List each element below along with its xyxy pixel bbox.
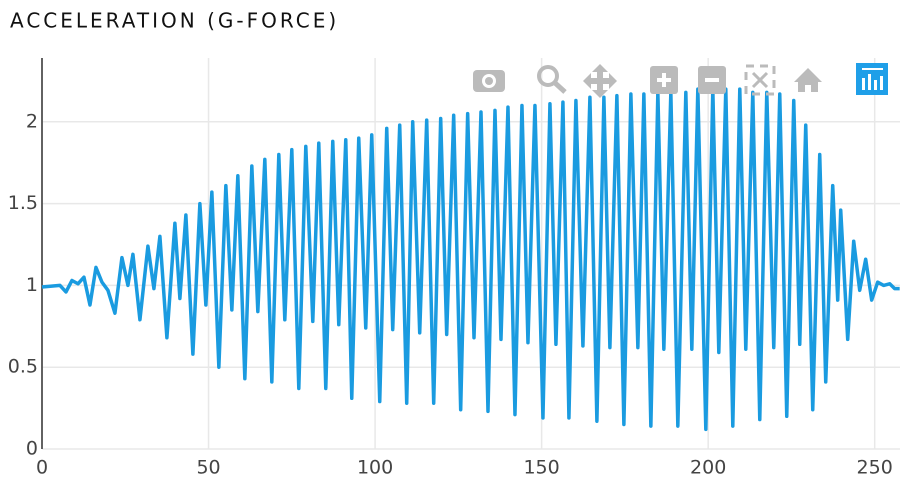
autoscale-button[interactable] <box>744 64 776 96</box>
zoom-in-button[interactable] <box>650 66 678 94</box>
y-tick-label: 2 <box>26 110 38 132</box>
pan-button[interactable] <box>583 64 617 98</box>
reset-button[interactable] <box>794 68 822 92</box>
zoom-out-button[interactable] <box>698 66 726 94</box>
x-tick-label: 0 <box>36 457 48 479</box>
y-tick-label: 1 <box>26 274 38 296</box>
x-tick-label: 150 <box>523 457 559 479</box>
x-tick-label: 100 <box>357 457 393 479</box>
x-tick-label: 250 <box>857 457 893 479</box>
camera-button[interactable] <box>473 70 505 92</box>
y-tick-label: 0 <box>26 438 38 460</box>
x-tick-label: 50 <box>196 457 220 479</box>
modebar <box>473 63 888 98</box>
x-tick-label: 200 <box>690 457 726 479</box>
data-line <box>41 87 900 432</box>
zoom-button[interactable] <box>537 65 567 94</box>
y-tick-label: 1.5 <box>8 192 38 214</box>
hover-button[interactable] <box>856 63 888 95</box>
chart-title: ACCELERATION (G-FORCE) <box>10 9 339 33</box>
y-tick-label: 0.5 <box>8 356 38 378</box>
